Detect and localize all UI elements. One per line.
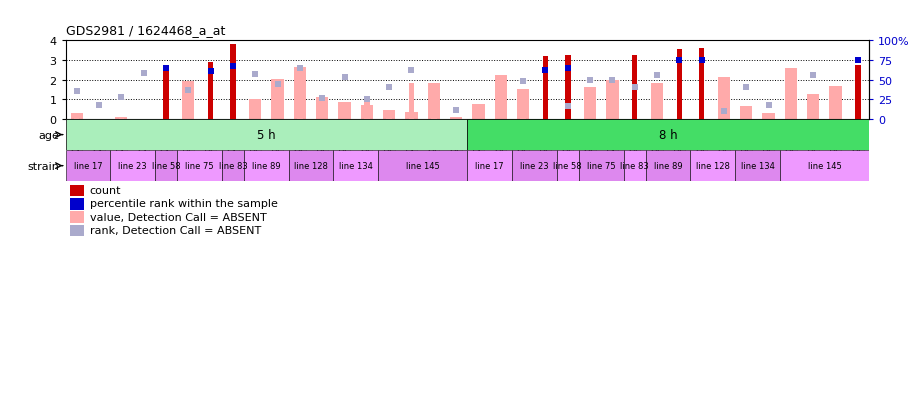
Bar xyxy=(364,99,369,120)
Bar xyxy=(69,211,84,223)
Bar xyxy=(763,114,774,120)
Bar xyxy=(271,80,284,120)
Bar xyxy=(360,106,373,120)
Bar xyxy=(378,151,468,182)
Bar xyxy=(118,118,124,120)
Bar xyxy=(387,112,392,120)
Bar xyxy=(829,86,842,120)
Bar xyxy=(230,45,236,120)
Text: line 17: line 17 xyxy=(74,162,102,171)
Bar xyxy=(699,49,704,120)
Bar xyxy=(468,120,869,151)
Bar xyxy=(780,151,869,182)
Bar xyxy=(855,66,861,120)
Text: GDS2981 / 1624468_a_at: GDS2981 / 1624468_a_at xyxy=(66,24,225,37)
Bar xyxy=(495,76,507,120)
Text: line 75: line 75 xyxy=(587,162,615,171)
Text: line 128: line 128 xyxy=(696,162,730,171)
Bar xyxy=(718,78,730,120)
Bar xyxy=(297,69,303,120)
Bar xyxy=(521,118,526,120)
Text: percentile rank within the sample: percentile rank within the sample xyxy=(89,199,278,209)
Bar xyxy=(807,95,819,120)
Bar xyxy=(468,151,512,182)
Bar xyxy=(182,81,195,120)
Bar xyxy=(646,151,691,182)
Text: line 75: line 75 xyxy=(185,162,214,171)
Bar xyxy=(676,50,682,120)
Bar xyxy=(623,151,646,182)
Bar xyxy=(69,225,84,237)
Bar xyxy=(66,120,468,151)
Bar xyxy=(69,198,84,210)
Bar xyxy=(632,56,638,120)
Text: 8 h: 8 h xyxy=(659,129,677,142)
Bar xyxy=(116,117,127,120)
Bar xyxy=(207,62,213,120)
Bar xyxy=(110,151,155,182)
Bar xyxy=(740,107,753,120)
Text: line 23: line 23 xyxy=(520,162,549,171)
Bar xyxy=(565,56,571,120)
Bar xyxy=(651,83,663,120)
Bar xyxy=(584,88,596,120)
Bar xyxy=(450,117,462,120)
Bar xyxy=(735,151,780,182)
Bar xyxy=(512,151,557,182)
Bar xyxy=(339,103,350,120)
Text: rank, Detection Call = ABSENT: rank, Detection Call = ABSENT xyxy=(89,225,261,235)
Text: line 134: line 134 xyxy=(339,162,372,171)
Bar xyxy=(66,151,110,182)
Bar xyxy=(163,66,168,120)
Bar xyxy=(784,69,797,120)
Bar xyxy=(606,81,619,120)
Bar xyxy=(333,151,378,182)
Bar xyxy=(74,115,79,120)
Bar xyxy=(517,89,530,120)
Text: value, Detection Call = ABSENT: value, Detection Call = ABSENT xyxy=(89,212,267,222)
Text: line 128: line 128 xyxy=(294,162,328,171)
Text: line 58: line 58 xyxy=(553,162,582,171)
Text: line 23: line 23 xyxy=(118,162,147,171)
Bar xyxy=(294,68,306,120)
Bar xyxy=(431,118,437,120)
Bar xyxy=(222,151,244,182)
Text: line 83: line 83 xyxy=(218,162,248,171)
Text: line 17: line 17 xyxy=(475,162,504,171)
Bar xyxy=(579,151,623,182)
Bar xyxy=(428,83,440,120)
Bar xyxy=(71,114,83,120)
Text: age: age xyxy=(38,130,59,140)
Text: line 83: line 83 xyxy=(621,162,649,171)
Bar xyxy=(288,151,333,182)
Bar xyxy=(177,151,222,182)
Text: line 58: line 58 xyxy=(152,162,180,171)
Text: line 145: line 145 xyxy=(406,162,440,171)
Text: line 145: line 145 xyxy=(807,162,841,171)
Bar xyxy=(542,57,548,120)
Text: 5 h: 5 h xyxy=(258,129,276,142)
Text: strain: strain xyxy=(27,161,59,171)
Bar xyxy=(691,151,735,182)
Bar xyxy=(472,105,485,120)
Text: line 89: line 89 xyxy=(252,162,280,171)
Bar xyxy=(405,113,418,120)
Text: line 89: line 89 xyxy=(654,162,682,171)
Bar xyxy=(155,151,177,182)
Bar xyxy=(316,98,329,120)
Bar xyxy=(249,100,261,120)
Text: line 134: line 134 xyxy=(741,162,774,171)
Bar xyxy=(409,83,414,120)
Bar xyxy=(557,151,579,182)
Bar xyxy=(69,185,84,197)
Text: count: count xyxy=(89,185,121,195)
Bar xyxy=(244,151,288,182)
Bar xyxy=(383,111,395,120)
